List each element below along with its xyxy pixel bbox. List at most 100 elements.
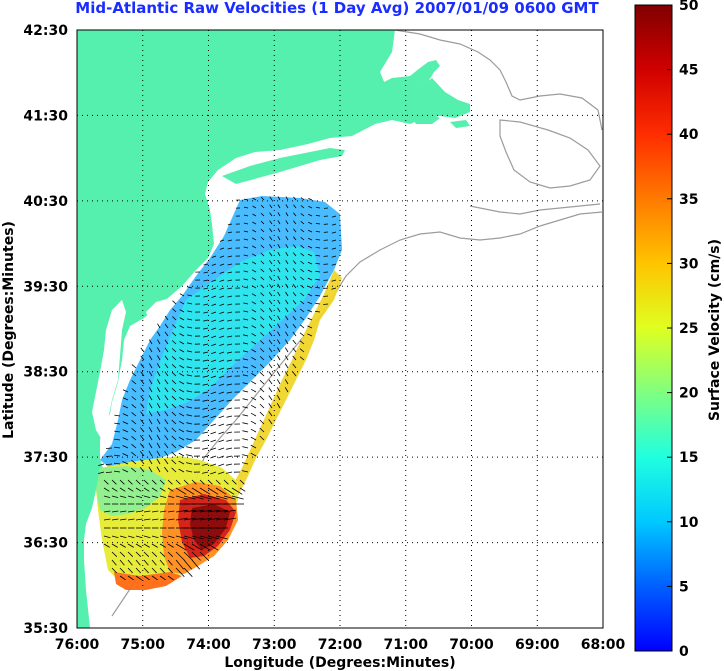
velocity-arrow [218, 383, 225, 387]
velocity-arrow [219, 255, 225, 258]
velocity-arrow [285, 283, 289, 289]
velocity-arrow [307, 261, 313, 265]
velocity-arrow [199, 495, 212, 500]
velocity-arrow [167, 551, 174, 557]
velocity-arrow [211, 279, 217, 282]
velocity-arrow [187, 318, 193, 321]
velocity-arrow [218, 399, 225, 403]
velocity-arrow [251, 301, 257, 305]
velocity-arrow [218, 439, 225, 443]
velocity-arrow [219, 263, 225, 266]
contour-gulf-of-maine [394, 30, 603, 131]
velocity-arrow [203, 303, 209, 306]
contour-georges-bank [499, 119, 601, 189]
velocity-arrow [331, 287, 337, 290]
colorbar-tick-label: 10 [679, 515, 699, 531]
velocity-arrow [226, 463, 233, 466]
velocity-arrow [148, 466, 153, 473]
velocity-arrow [156, 394, 161, 401]
velocity-arrow [315, 310, 321, 313]
velocity-arrow [226, 447, 233, 450]
velocity-arrow [242, 374, 249, 377]
velocity-arrow [260, 340, 265, 345]
map-panel [77, 30, 603, 628]
velocity-arrow [164, 323, 169, 329]
velocity-arrow [223, 479, 229, 485]
velocity-arrow [268, 268, 273, 273]
velocity-arrow [187, 310, 193, 313]
velocity-arrow [135, 479, 141, 485]
velocity-arrow [292, 236, 297, 241]
velocity-arrow [111, 495, 119, 498]
velocity-arrow [164, 379, 169, 385]
land-chesapeake-water [92, 300, 126, 440]
velocity-arrow [277, 323, 281, 329]
velocity-arrow [202, 423, 209, 426]
velocity-arrow [242, 454, 249, 457]
velocity-arrow [151, 575, 158, 581]
velocity-arrow [140, 379, 145, 385]
velocity-arrow [143, 518, 151, 521]
velocity-arrow [175, 509, 188, 513]
velocity-arrow [210, 391, 217, 395]
velocity-arrow [140, 355, 145, 361]
velocity-arrow [260, 308, 265, 313]
velocity-arrow [167, 510, 175, 513]
velocity-arrow [223, 487, 235, 495]
velocity-arrow [227, 255, 233, 258]
velocity-arrow [251, 381, 257, 385]
velocity-arrow [178, 452, 185, 457]
velocity-arrow [119, 487, 126, 492]
velocity-arrow [156, 402, 161, 409]
velocity-arrow [242, 406, 249, 409]
velocity-arrow [131, 427, 137, 433]
y-tick-label: 40:30 [23, 194, 68, 210]
velocity-arrow [226, 407, 233, 410]
velocity-arrow [183, 509, 196, 513]
velocity-arrow [250, 420, 257, 425]
velocity-arrow [219, 319, 225, 322]
velocity-arrow [268, 315, 273, 321]
velocity-arrow [226, 391, 233, 394]
velocity-arrow [243, 222, 249, 225]
velocity-arrow [178, 428, 185, 433]
velocity-arrow [242, 446, 249, 449]
velocity-arrow [171, 435, 177, 441]
velocity-arrow [140, 411, 145, 417]
velocity-arrow [113, 470, 121, 473]
velocity-arrow [127, 543, 134, 548]
velocity-arrow [143, 567, 149, 574]
velocity-arrow [277, 259, 281, 265]
velocity-arrow [210, 439, 217, 443]
velocity-arrow [292, 347, 297, 353]
velocity-arrow [156, 426, 161, 433]
velocity-arrow [227, 295, 233, 298]
velocity-arrow [199, 517, 212, 521]
velocity-arrow [164, 395, 169, 401]
velocity-arrow [215, 495, 228, 500]
velocity-arrow [251, 365, 257, 369]
velocity-arrow [331, 263, 337, 266]
velocity-arrow [175, 487, 187, 495]
velocity-arrow [191, 495, 204, 500]
velocity-arrow [135, 535, 143, 539]
velocity-arrow [157, 355, 161, 361]
velocity-arrow [164, 419, 169, 425]
velocity-arrow [226, 367, 233, 370]
velocity-arrow [131, 388, 137, 393]
velocity-arrow [323, 303, 329, 305]
velocity-arrow [127, 479, 133, 485]
x-tick-label: 70:00 [449, 637, 494, 653]
velocity-arrow [308, 198, 313, 201]
colorbar-tick-label: 30 [679, 256, 699, 272]
velocity-arrow [151, 543, 158, 548]
velocity-arrow [211, 319, 217, 322]
velocity-arrow [203, 319, 209, 322]
velocity-arrow [300, 300, 305, 305]
velocity-arrow [203, 311, 209, 314]
velocity-arrow [139, 443, 145, 449]
velocity-arrow [114, 438, 121, 441]
velocity-arrow [251, 325, 257, 329]
velocity-arrow [186, 422, 193, 425]
velocity-arrow [202, 455, 209, 458]
